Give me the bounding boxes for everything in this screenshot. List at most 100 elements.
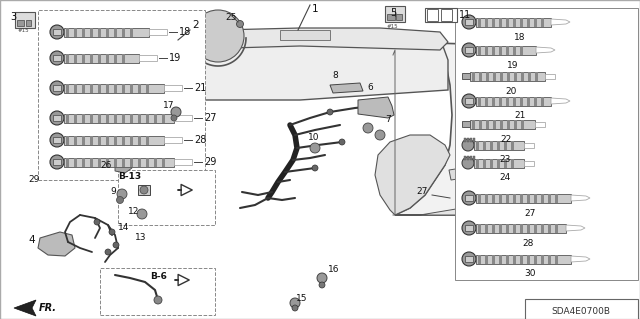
Bar <box>525 299 638 319</box>
Bar <box>64 114 174 122</box>
Text: 2: 2 <box>192 20 198 30</box>
Bar <box>90 54 93 63</box>
Circle shape <box>50 155 64 169</box>
Polygon shape <box>571 195 590 201</box>
Circle shape <box>171 115 177 121</box>
Bar <box>499 194 502 203</box>
Circle shape <box>290 298 300 308</box>
Bar <box>425 8 457 22</box>
Circle shape <box>462 157 474 169</box>
Text: 18: 18 <box>515 33 525 41</box>
Text: 13: 13 <box>135 233 147 241</box>
Bar <box>520 194 523 203</box>
Text: 28: 28 <box>194 135 206 145</box>
FancyArrowPatch shape <box>178 184 192 196</box>
Circle shape <box>171 107 181 117</box>
Circle shape <box>462 252 476 266</box>
Circle shape <box>117 189 127 199</box>
Circle shape <box>140 186 148 194</box>
Circle shape <box>113 242 119 248</box>
Polygon shape <box>38 232 75 256</box>
Bar <box>64 27 149 36</box>
Bar <box>476 46 536 55</box>
Text: 25: 25 <box>225 13 236 22</box>
Bar <box>527 255 530 263</box>
Bar <box>462 121 470 127</box>
Bar <box>90 158 93 167</box>
Bar <box>534 224 537 233</box>
Bar <box>98 114 101 122</box>
Circle shape <box>462 15 476 29</box>
Circle shape <box>310 143 320 153</box>
Bar <box>520 97 523 106</box>
Bar <box>555 255 558 263</box>
Bar <box>396 14 402 20</box>
Bar <box>82 136 85 145</box>
Text: 20: 20 <box>506 86 516 95</box>
Bar <box>507 120 510 129</box>
Bar <box>100 268 215 315</box>
Bar <box>534 18 537 26</box>
Text: 27: 27 <box>524 209 536 218</box>
Circle shape <box>105 249 111 255</box>
Bar <box>485 97 488 106</box>
Bar <box>527 194 530 203</box>
Circle shape <box>514 13 576 75</box>
Bar <box>541 224 544 233</box>
Bar <box>66 54 69 63</box>
Bar <box>476 140 479 150</box>
Circle shape <box>50 51 64 65</box>
Polygon shape <box>571 256 590 262</box>
Bar <box>493 71 496 80</box>
Bar <box>506 97 509 106</box>
Bar <box>534 97 537 106</box>
Circle shape <box>50 133 64 147</box>
Bar <box>545 73 555 78</box>
Bar <box>493 120 496 129</box>
Bar <box>74 158 77 167</box>
Bar <box>535 71 538 80</box>
Bar <box>122 84 125 93</box>
Text: #15: #15 <box>387 24 399 28</box>
Text: 12: 12 <box>128 207 140 217</box>
Text: 5: 5 <box>390 8 396 18</box>
Text: 19: 19 <box>169 53 181 63</box>
Bar <box>500 120 503 129</box>
Bar <box>520 255 523 263</box>
Text: 30: 30 <box>524 270 536 278</box>
Bar <box>504 159 507 167</box>
Bar <box>122 158 125 167</box>
Bar <box>506 46 509 55</box>
Bar <box>492 18 495 26</box>
Bar <box>26 20 31 26</box>
Text: 19: 19 <box>508 61 519 70</box>
Text: 27: 27 <box>417 188 428 197</box>
Circle shape <box>50 111 64 125</box>
Bar <box>534 194 537 203</box>
Bar <box>90 27 93 36</box>
Bar <box>486 71 489 80</box>
Bar <box>478 224 481 233</box>
Bar <box>511 140 514 150</box>
Bar <box>476 159 479 167</box>
Bar <box>164 137 182 143</box>
Bar <box>122 114 125 122</box>
Bar <box>98 27 101 36</box>
Text: 11: 11 <box>459 10 471 20</box>
Bar <box>465 19 473 25</box>
Bar <box>506 224 509 233</box>
Bar <box>485 224 488 233</box>
Circle shape <box>339 139 345 145</box>
Text: SDA4E0700B: SDA4E0700B <box>552 308 611 316</box>
Bar <box>66 27 69 36</box>
Bar <box>497 159 500 167</box>
Bar <box>15 12 35 28</box>
Bar <box>499 255 502 263</box>
Bar <box>513 46 516 55</box>
Text: 1: 1 <box>312 4 319 14</box>
Bar <box>130 114 133 122</box>
Bar <box>483 140 486 150</box>
Bar <box>149 29 167 35</box>
Bar <box>174 115 192 121</box>
Bar <box>66 84 69 93</box>
